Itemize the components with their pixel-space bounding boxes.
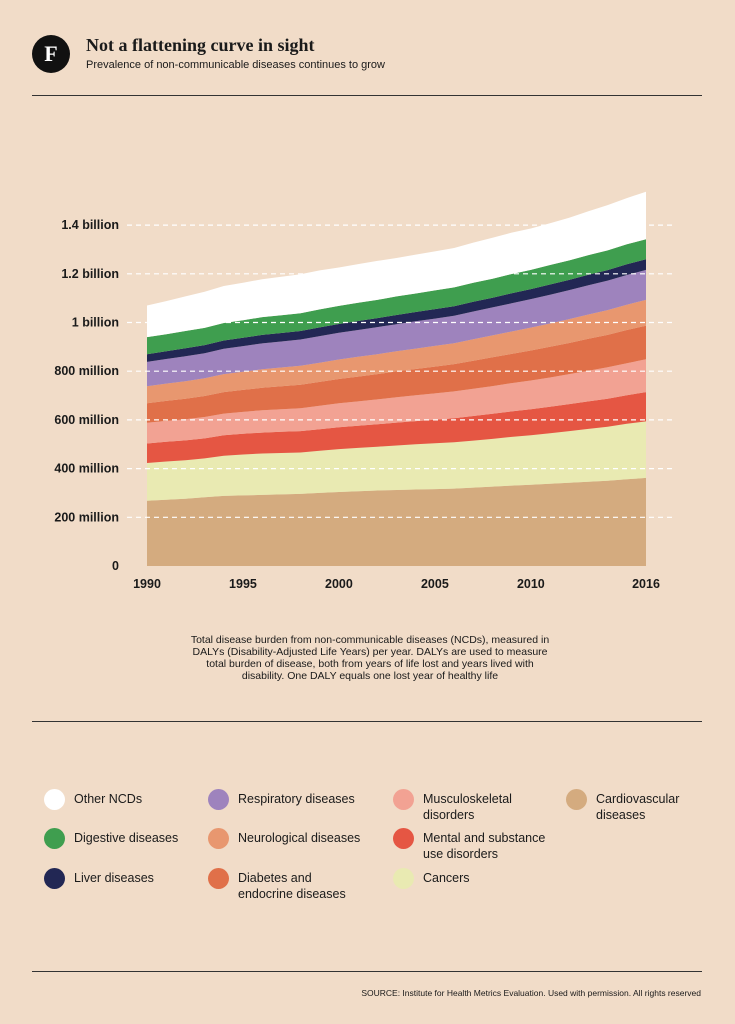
legend-label: Digestive diseases xyxy=(74,831,179,845)
y-tick-label: 800 million xyxy=(54,364,119,378)
y-tick-label: 1.2 billion xyxy=(61,267,119,281)
y-tick-label: 400 million xyxy=(54,462,119,476)
legend-swatch xyxy=(44,868,65,889)
legend-item-cancers: Cancers xyxy=(393,868,470,889)
legend-label: Neurological diseases xyxy=(238,831,361,845)
area-cardiovascular-diseases xyxy=(147,477,646,566)
x-tick-label: 2000 xyxy=(325,577,353,591)
legend-item-respiratory: Respiratory diseases xyxy=(208,789,355,810)
legend-label: Cancers xyxy=(423,871,470,885)
y-tick-label: 1.4 billion xyxy=(61,218,119,232)
area-digestive-diseases xyxy=(147,239,646,355)
area-cancers xyxy=(147,421,646,501)
legend-item-liver: Liver diseases xyxy=(44,868,154,889)
legend-swatch xyxy=(208,868,229,889)
x-tick-label: 1995 xyxy=(229,577,257,591)
legend-swatch xyxy=(393,828,414,849)
legend-swatch xyxy=(44,828,65,849)
y-tick-label: 0 xyxy=(112,559,119,573)
legend-label: Liver diseases xyxy=(74,871,154,885)
legend-swatch xyxy=(393,868,414,889)
legend-item-diabetes: Diabetes and endocrine diseases xyxy=(208,868,358,902)
legend-label: Mental and substance use disorders xyxy=(423,831,546,861)
chart-note: Total disease burden from non-communicab… xyxy=(190,634,550,682)
bottom-divider xyxy=(32,971,702,972)
legend-label: Musculoskeletal disorders xyxy=(423,792,512,822)
brand-logo: F xyxy=(32,35,70,73)
area-respiratory-diseases xyxy=(147,269,646,387)
area-other-ncds xyxy=(147,191,646,338)
area-musculoskeletal-disorders xyxy=(147,359,646,444)
legend-label: Diabetes and endocrine diseases xyxy=(238,871,346,901)
y-tick-label: 200 million xyxy=(54,510,119,524)
legend-swatch xyxy=(566,789,587,810)
legend-swatch xyxy=(44,789,65,810)
y-tick-label: 600 million xyxy=(54,413,119,427)
legend-item-musculoskeletal: Musculoskeletal disorders xyxy=(393,789,533,823)
legend-item-cardiovascular: Cardiovascular diseases xyxy=(566,789,706,823)
y-tick-label: 1 billion xyxy=(72,316,119,330)
x-tick-label: 2016 xyxy=(632,577,660,591)
legend-label: Cardiovascular diseases xyxy=(596,792,680,822)
area-mental-and-substance-use-disorders xyxy=(147,392,646,463)
source-credit: SOURCE: Institute for Health Metrics Eva… xyxy=(361,988,701,998)
legend-label: Other NCDs xyxy=(74,792,143,806)
top-divider xyxy=(32,95,702,96)
legend-item-other-ncds: Other NCDs xyxy=(44,789,142,810)
legend-swatch xyxy=(208,789,229,810)
legend-item-mental: Mental and substance use disorders xyxy=(393,828,558,862)
chart-title: Not a flattening curve in sight xyxy=(86,35,315,55)
area-diabetes-and-endocrine-diseases xyxy=(147,325,646,423)
legend-swatch xyxy=(208,828,229,849)
x-tick-label: 1990 xyxy=(133,577,161,591)
legend-item-neurological: Neurological diseases xyxy=(208,828,360,849)
legend: Other NCDs Digestive diseases Liver dise… xyxy=(44,789,714,909)
stacked-area-chart: 0 200 million 400 million 600 million 800 mi… xyxy=(54,191,672,591)
area-neurological-diseases xyxy=(147,299,646,404)
middle-divider xyxy=(32,721,702,722)
chart-subtitle: Prevalence of non-communicable diseases … xyxy=(86,59,385,71)
x-tick-label: 2010 xyxy=(517,577,545,591)
legend-swatch xyxy=(393,789,414,810)
x-tick-label: 2005 xyxy=(421,577,449,591)
legend-label: Respiratory diseases xyxy=(238,792,355,806)
legend-item-digestive: Digestive diseases xyxy=(44,828,178,849)
area-liver-diseases xyxy=(147,259,646,362)
